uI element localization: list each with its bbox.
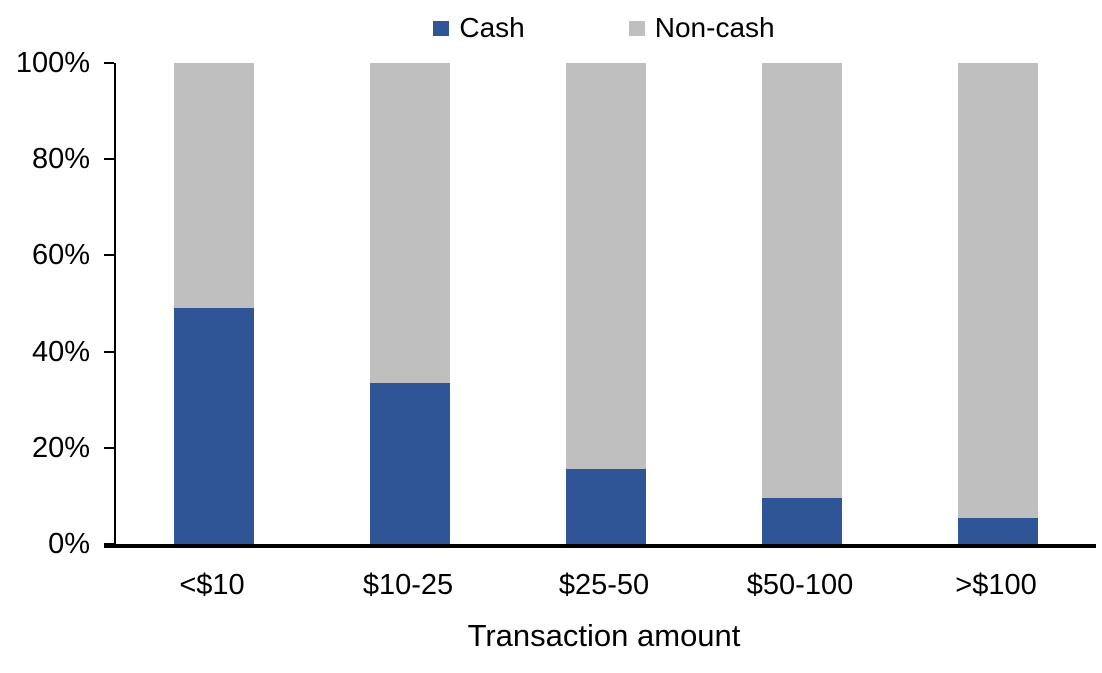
y-axis-label: 40% <box>31 335 90 368</box>
y-axis-label: 100% <box>15 47 90 79</box>
y-tick-mark <box>104 446 114 449</box>
x-axis-label: <$10 <box>179 569 245 601</box>
x-axis-label: $25-50 <box>558 569 650 601</box>
bar-segment-non-cash <box>958 63 1038 518</box>
legend-item-non-cash: Non-cash <box>628 12 775 43</box>
bar-5 <box>958 63 1038 544</box>
plot-area <box>104 62 1096 545</box>
bar-4 <box>762 63 842 544</box>
y-tick-mark <box>104 62 114 64</box>
bar-1 <box>174 63 254 544</box>
bar-segment-non-cash <box>762 63 842 499</box>
y-axis-label: 20% <box>31 431 90 464</box>
non-cash-legend-swatch <box>628 20 645 36</box>
x-axis-label: $50-100 <box>746 569 854 601</box>
y-tick-mark <box>104 350 114 353</box>
legend: Cash Non-cash <box>114 10 1094 46</box>
bar-segment-non-cash <box>566 63 646 470</box>
x-axis-label: >$100 <box>955 569 1037 601</box>
legend-item-cash: Cash <box>433 12 525 43</box>
bar-segment-cash <box>566 469 646 544</box>
bar-segment-cash <box>174 308 254 544</box>
bar-2 <box>370 63 450 544</box>
bar-segment-non-cash <box>370 63 450 383</box>
bar-segment-cash <box>958 517 1038 544</box>
y-axis-label: 80% <box>31 143 90 176</box>
bar-segment-cash <box>370 382 450 544</box>
cash-legend-swatch <box>433 20 450 36</box>
x-axis-line <box>104 544 1096 548</box>
bar-segment-non-cash <box>174 63 254 309</box>
y-tick-mark <box>104 158 114 161</box>
x-axis-title: Transaction amount <box>467 618 741 653</box>
bar-segment-cash <box>762 498 842 544</box>
y-axis-label: 60% <box>31 239 90 272</box>
y-axis-label: 0% <box>48 528 90 560</box>
cash-legend-label: Cash <box>459 12 525 43</box>
x-axis-label: $10-25 <box>362 569 454 601</box>
y-tick-mark <box>104 254 114 257</box>
non-cash-legend-label: Non-cash <box>654 12 775 43</box>
bar-3 <box>566 63 646 544</box>
